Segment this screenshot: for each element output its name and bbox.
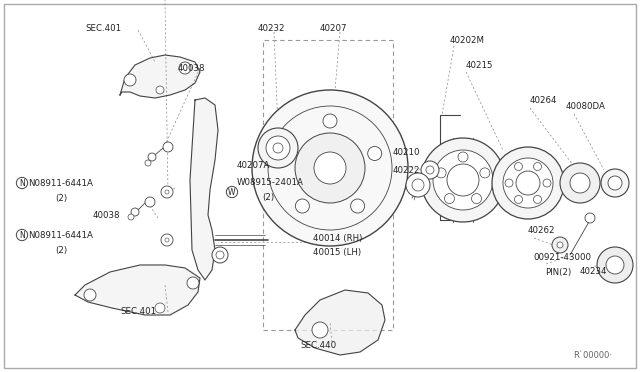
Text: 40038: 40038: [178, 64, 205, 73]
Polygon shape: [190, 98, 218, 280]
Text: PIN(2): PIN(2): [545, 267, 572, 276]
Circle shape: [406, 173, 430, 197]
Text: (2): (2): [55, 193, 67, 202]
Circle shape: [601, 169, 629, 197]
Circle shape: [570, 173, 590, 193]
Circle shape: [161, 234, 173, 246]
Circle shape: [84, 289, 96, 301]
Circle shape: [179, 62, 191, 74]
Circle shape: [552, 237, 568, 253]
Circle shape: [597, 247, 633, 283]
Circle shape: [216, 251, 224, 259]
Text: SEC.401: SEC.401: [85, 23, 121, 32]
Circle shape: [128, 214, 134, 220]
Text: 40015 (LH): 40015 (LH): [313, 248, 361, 257]
Circle shape: [480, 168, 490, 178]
Circle shape: [534, 195, 541, 203]
Text: 40215: 40215: [466, 61, 493, 70]
Text: 40234: 40234: [580, 267, 607, 276]
Circle shape: [472, 193, 481, 203]
Circle shape: [212, 247, 228, 263]
Polygon shape: [75, 265, 200, 315]
Text: SEC.401: SEC.401: [120, 308, 156, 317]
Text: 40210: 40210: [393, 148, 420, 157]
Circle shape: [252, 90, 408, 246]
Text: 40080DA: 40080DA: [566, 102, 606, 110]
Text: 40262: 40262: [528, 225, 556, 234]
Circle shape: [314, 152, 346, 184]
Circle shape: [492, 147, 564, 219]
Text: N08911-6441A: N08911-6441A: [28, 179, 93, 187]
Circle shape: [458, 152, 468, 162]
Circle shape: [295, 133, 365, 203]
Circle shape: [433, 150, 493, 210]
Circle shape: [445, 193, 454, 203]
Text: 40232: 40232: [258, 23, 285, 32]
Text: (2): (2): [55, 246, 67, 254]
Circle shape: [515, 163, 522, 170]
Circle shape: [131, 208, 139, 216]
Bar: [263, 40, 393, 330]
Text: 40222: 40222: [393, 166, 420, 174]
Circle shape: [447, 164, 479, 196]
Circle shape: [148, 153, 156, 161]
Circle shape: [155, 303, 165, 313]
Polygon shape: [120, 55, 200, 98]
Circle shape: [161, 186, 173, 198]
Circle shape: [608, 176, 622, 190]
Circle shape: [312, 322, 328, 338]
Circle shape: [503, 158, 553, 208]
Circle shape: [323, 114, 337, 128]
Circle shape: [165, 238, 169, 242]
Circle shape: [515, 195, 522, 203]
Text: R`00000·: R`00000·: [573, 351, 612, 360]
Text: N08911-6441A: N08911-6441A: [28, 231, 93, 240]
Circle shape: [156, 86, 164, 94]
Text: SEC.440: SEC.440: [300, 340, 336, 350]
Circle shape: [163, 142, 173, 152]
Text: 40202M: 40202M: [450, 35, 485, 45]
Text: 40014 (RH): 40014 (RH): [313, 234, 362, 243]
Text: (2): (2): [262, 192, 274, 202]
Circle shape: [351, 199, 365, 213]
Circle shape: [560, 163, 600, 203]
Text: N: N: [19, 179, 25, 187]
Text: 40038: 40038: [93, 211, 120, 219]
Circle shape: [278, 147, 292, 160]
Circle shape: [412, 179, 424, 191]
Text: 00921-43000: 00921-43000: [533, 253, 591, 262]
Polygon shape: [295, 290, 385, 355]
Circle shape: [436, 168, 446, 178]
Circle shape: [534, 163, 541, 170]
Circle shape: [266, 136, 290, 160]
Text: 40207: 40207: [320, 23, 348, 32]
Circle shape: [296, 199, 309, 213]
Text: W08915-2401A: W08915-2401A: [237, 177, 304, 186]
Text: W: W: [228, 187, 236, 196]
Circle shape: [606, 256, 624, 274]
Circle shape: [165, 190, 169, 194]
Text: 40207A: 40207A: [237, 160, 270, 170]
Circle shape: [124, 74, 136, 86]
Circle shape: [426, 166, 434, 174]
Circle shape: [421, 161, 439, 179]
Circle shape: [145, 197, 155, 207]
Circle shape: [187, 277, 199, 289]
Circle shape: [516, 171, 540, 195]
Circle shape: [557, 242, 563, 248]
Circle shape: [145, 160, 151, 166]
Circle shape: [258, 128, 298, 168]
Circle shape: [421, 138, 505, 222]
Circle shape: [585, 213, 595, 223]
Text: N: N: [19, 231, 25, 240]
Text: 40264: 40264: [530, 96, 557, 105]
Circle shape: [273, 143, 283, 153]
Circle shape: [368, 147, 381, 160]
Circle shape: [543, 179, 551, 187]
Circle shape: [505, 179, 513, 187]
